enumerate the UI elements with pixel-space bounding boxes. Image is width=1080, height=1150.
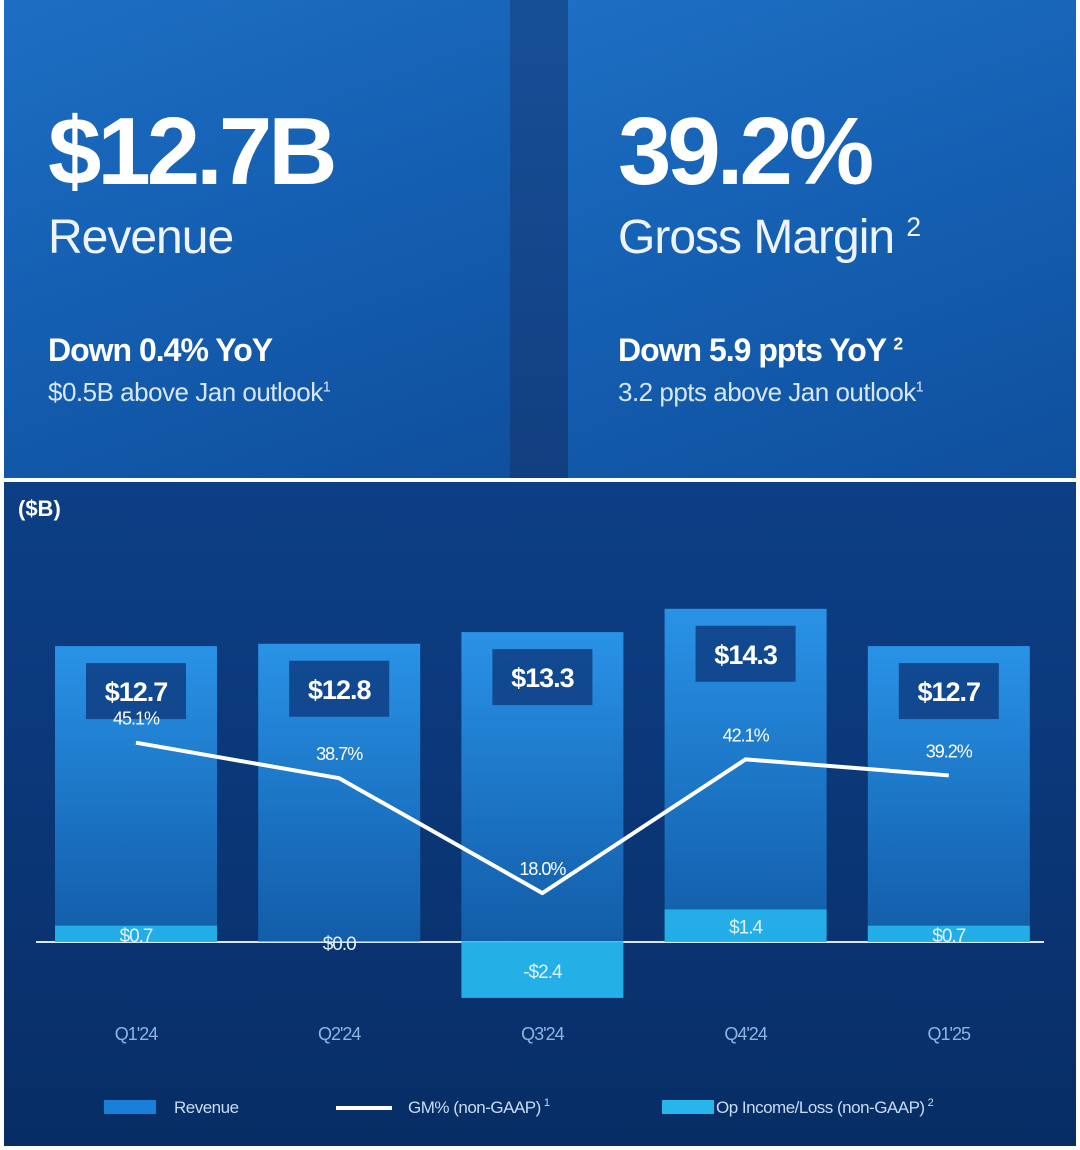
gm-value-label: 45.1% bbox=[113, 709, 160, 729]
op-income-value-label: $0.7 bbox=[932, 926, 965, 947]
category-tick-label: Q3'24 bbox=[521, 1024, 564, 1044]
gross-margin-label: Gross Margin 2 bbox=[618, 211, 921, 264]
gm-value-label: 38.7% bbox=[316, 744, 363, 764]
revenue-yoy: Down 0.4% YoY bbox=[48, 332, 273, 368]
revenue-value-label: $12.8 bbox=[308, 675, 372, 705]
gross-margin-kpi-card: 39.2% Gross Margin 2 Down 5.9 ppts YoY 2… bbox=[568, 0, 1076, 478]
gm-value-label: 42.1% bbox=[723, 725, 770, 745]
revenue-value: $12.7B bbox=[48, 98, 338, 205]
footnote-2: 2 bbox=[893, 333, 903, 354]
gross-margin-outlook: 3.2 ppts above Jan outlook1 bbox=[618, 377, 924, 407]
revenue-value-box bbox=[695, 625, 796, 682]
gross-margin-value: 39.2% bbox=[618, 98, 874, 205]
legend-op-footnote: 2 bbox=[928, 1097, 934, 1109]
revenue-value-label: $12.7 bbox=[918, 677, 981, 707]
revenue-kpi-card: $12.7B Revenue Down 0.4% YoY $0.5B above… bbox=[4, 0, 510, 478]
category-tick-label: Q1'25 bbox=[928, 1024, 971, 1044]
gross-margin-yoy: Down 5.9 ppts YoY 2 bbox=[618, 332, 903, 368]
gm-value-label: 18.0% bbox=[519, 859, 566, 879]
op-income-value-label: -$2.4 bbox=[523, 962, 563, 983]
op-income-bar bbox=[867, 925, 1030, 942]
category-tick-label: Q2'24 bbox=[318, 1024, 361, 1044]
chart-svg: $12.7 $0.7 Q1'24 $12.8 $0.0 Q2'24 $13.3 -$2.4 Q3… bbox=[36, 608, 1044, 1117]
revenue-value-label: $13.3 bbox=[511, 663, 575, 693]
revenue-value-label: $14.3 bbox=[714, 640, 778, 670]
op-income-bar bbox=[55, 925, 217, 942]
legend-op-swatch bbox=[662, 1100, 714, 1114]
footnote-1: 1 bbox=[915, 379, 924, 396]
legend-gm-footnote: 1 bbox=[544, 1097, 550, 1109]
revenue-value-label: $12.7 bbox=[105, 677, 168, 707]
card-divider bbox=[510, 0, 568, 478]
revenue-value-box bbox=[289, 660, 390, 717]
revenue-value-box bbox=[898, 663, 999, 720]
chart-unit-label: ($B) bbox=[18, 496, 61, 521]
gm-line bbox=[135, 740, 949, 896]
legend-revenue-label: Revenue bbox=[174, 1098, 239, 1117]
category-tick-label: Q1'24 bbox=[115, 1024, 158, 1044]
op-income-bar bbox=[461, 942, 624, 998]
legend-revenue-swatch bbox=[104, 1100, 156, 1114]
revenue-outlook: $0.5B above Jan outlook1 bbox=[48, 377, 331, 407]
legend-gm-label: GM% (non-GAAP) 1 bbox=[408, 1097, 550, 1117]
footnote-1: 1 bbox=[322, 379, 331, 396]
revenue-value-box bbox=[492, 649, 593, 706]
op-income-value-label: $1.4 bbox=[729, 918, 763, 939]
category-tick-label: Q4'24 bbox=[724, 1024, 767, 1044]
op-income-bar bbox=[664, 909, 827, 942]
quarterly-chart: ($B) $12.7 $0.7 Q1'24 $12.8 $0.0 Q2'24 $13.3 -$… bbox=[4, 482, 1076, 1146]
footnote-2: 2 bbox=[906, 212, 921, 242]
op-income-value-label: $0.0 bbox=[323, 934, 356, 955]
gm-value-label: 39.2% bbox=[926, 741, 973, 761]
revenue-value-box bbox=[86, 663, 186, 720]
revenue-label: Revenue bbox=[48, 211, 234, 264]
op-income-value-label: $0.7 bbox=[120, 926, 153, 947]
legend-op-label: Op Income/Loss (non-GAAP) 2 bbox=[716, 1097, 934, 1117]
